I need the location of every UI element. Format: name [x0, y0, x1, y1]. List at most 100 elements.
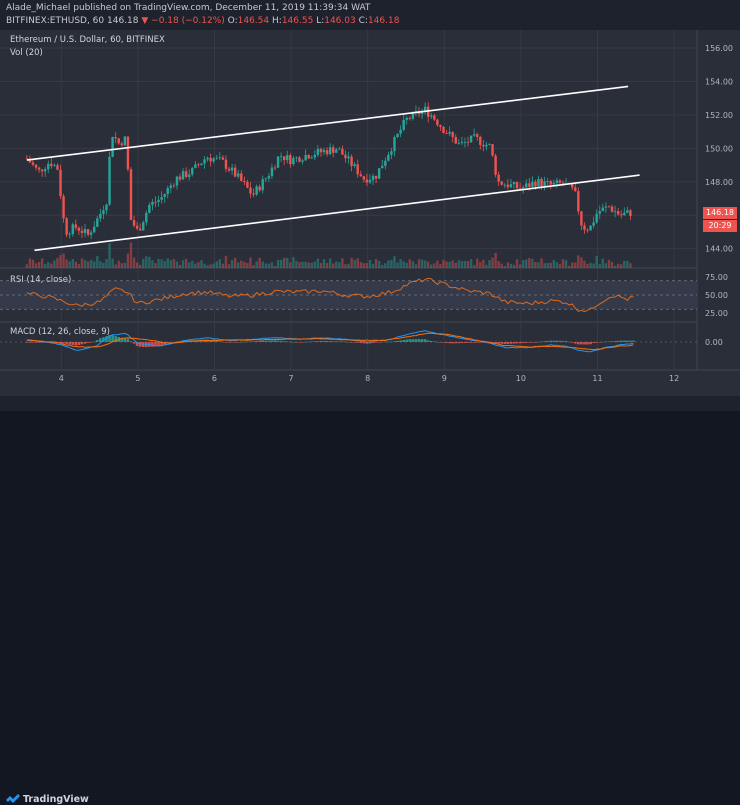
macd-histogram-bar: [62, 342, 65, 344]
time-tick-label: 11: [592, 374, 602, 383]
macd-tick-label: 0.00: [705, 338, 723, 347]
volume-bar: [451, 260, 454, 268]
macd-histogram-bar: [301, 342, 304, 343]
volume-bar: [350, 257, 353, 268]
candle-body: [145, 212, 148, 223]
macd-histogram-bar: [558, 340, 562, 342]
volume-bar: [613, 265, 617, 268]
macd-histogram-bar: [129, 341, 133, 342]
volume-bar: [552, 260, 556, 268]
volume-bar: [482, 259, 485, 268]
volume-bar: [313, 261, 317, 268]
candle-body: [65, 218, 68, 235]
candle-body: [350, 156, 353, 167]
candle-body: [390, 151, 393, 155]
macd-legend: MACD (12, 26, close, 9): [10, 327, 110, 337]
macd-histogram-bar: [255, 341, 258, 342]
candle-body: [138, 228, 142, 231]
volume-bar: [120, 263, 123, 268]
macd-histogram-bar: [28, 342, 32, 343]
volume-bar: [258, 257, 261, 268]
volume-bar: [393, 256, 396, 268]
macd-histogram-bar: [506, 342, 510, 344]
volume-bar: [469, 259, 473, 268]
volume-bar: [43, 263, 47, 268]
volume-bar: [411, 261, 415, 268]
volume-bar: [555, 262, 559, 268]
macd-histogram-bar: [341, 341, 344, 343]
volume-bar: [405, 262, 408, 268]
macd-histogram-bar: [436, 341, 439, 343]
macd-histogram-bar: [515, 342, 519, 344]
macd-histogram-bar: [570, 342, 574, 343]
macd-histogram-bar: [365, 342, 369, 344]
volume-bar: [53, 260, 56, 268]
macd-histogram-bar: [478, 342, 482, 343]
macd-histogram-bar: [573, 342, 577, 344]
price-tick-label: 154.00: [705, 77, 733, 86]
candle-body: [460, 142, 464, 143]
volume-bar: [108, 243, 111, 268]
candle-body: [31, 162, 35, 165]
chart-area[interactable]: 156.00154.00152.00150.00148.00146.00144.…: [0, 30, 740, 396]
candles: [25, 102, 632, 239]
price-chart[interactable]: 156.00154.00152.00150.00148.00146.00144.…: [0, 30, 740, 396]
low-value: 146.03: [324, 16, 356, 26]
candle-body: [56, 165, 59, 170]
candle-body: [62, 196, 65, 219]
candle-body: [325, 150, 329, 155]
macd-histogram-bar: [512, 342, 516, 344]
volume-bar: [626, 260, 629, 268]
volume-bar: [261, 261, 264, 268]
candle-body: [74, 224, 78, 228]
time-tick-label: 6: [212, 374, 217, 383]
macd-histogram-bar: [102, 337, 105, 342]
candle-body: [96, 218, 99, 227]
candle-body: [436, 119, 439, 126]
rsi-legend: RSI (14, close): [10, 275, 72, 285]
candle-body: [620, 214, 623, 216]
candle-body: [537, 178, 540, 187]
candle-body: [40, 169, 44, 172]
macd-histogram-bar: [420, 339, 424, 342]
time-tick-label: 12: [669, 374, 679, 383]
volume-bar: [135, 262, 139, 268]
volume-bar: [371, 263, 375, 268]
macd-histogram-bar: [555, 340, 559, 342]
candle-body: [83, 229, 87, 233]
candle-body: [497, 174, 500, 182]
candle-body: [586, 229, 589, 231]
candle-body: [607, 206, 611, 208]
candle-body: [114, 136, 117, 139]
macd-histogram-bar: [181, 340, 185, 342]
candle-body: [451, 132, 454, 137]
volume-bar: [564, 260, 568, 268]
candle-body: [71, 224, 74, 235]
macd-histogram-bar: [243, 341, 246, 343]
candle-body: [402, 119, 405, 130]
macd-histogram-bar: [610, 341, 614, 342]
candle-body: [267, 176, 271, 179]
macd-histogram-bar: [469, 342, 473, 343]
tradingview-brand[interactable]: TradingView: [23, 794, 89, 805]
volume-bar: [145, 256, 148, 268]
candle-body: [197, 164, 200, 166]
volume-bar: [362, 263, 366, 268]
candle-body: [154, 201, 157, 203]
candle-body: [298, 157, 301, 162]
candle-body: [525, 183, 528, 188]
candle-body: [463, 141, 467, 143]
macd-histogram-bar: [279, 340, 283, 342]
volume-bar: [610, 261, 614, 268]
price-change: ▼ −0.18 (−0.12%): [141, 16, 225, 26]
candle-body: [500, 181, 503, 185]
candle-body: [381, 165, 384, 169]
macd-histogram-bar: [377, 342, 381, 343]
candle-body: [485, 144, 488, 147]
volume-bar: [123, 262, 127, 268]
candle-body: [374, 175, 378, 179]
volume-bar: [34, 263, 38, 268]
macd-histogram-bar: [561, 340, 565, 342]
volume-bar: [83, 260, 87, 268]
macd-histogram-bar: [494, 342, 497, 344]
